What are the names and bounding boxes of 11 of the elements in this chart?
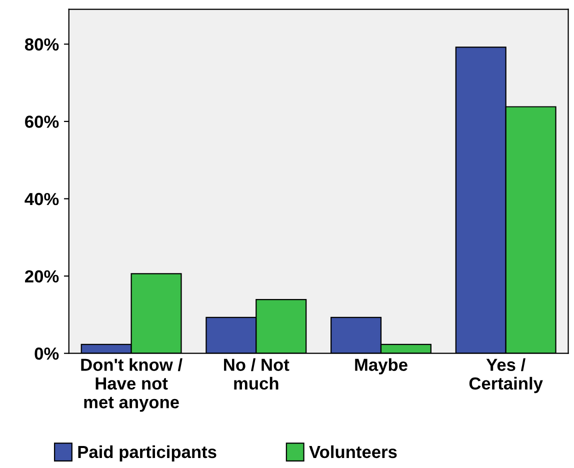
y-tick-label: 60% (25, 116, 59, 128)
x-tick-label: Maybe (355, 358, 408, 374)
y-tick-label: 80% (24, 38, 59, 51)
x-tick-label: No / Not much (224, 358, 290, 390)
x-tick-label: Yes / Certainly (469, 358, 543, 394)
y-tick-label: 0% (34, 348, 59, 360)
legend-label: Paid participants (78, 445, 216, 462)
y-tick-label: 40% (24, 192, 59, 206)
legend-label: Volunteers (309, 445, 397, 458)
x-tick-label: Don't know / Have not met anyone (81, 358, 182, 412)
y-tick-label: 20% (25, 270, 59, 283)
